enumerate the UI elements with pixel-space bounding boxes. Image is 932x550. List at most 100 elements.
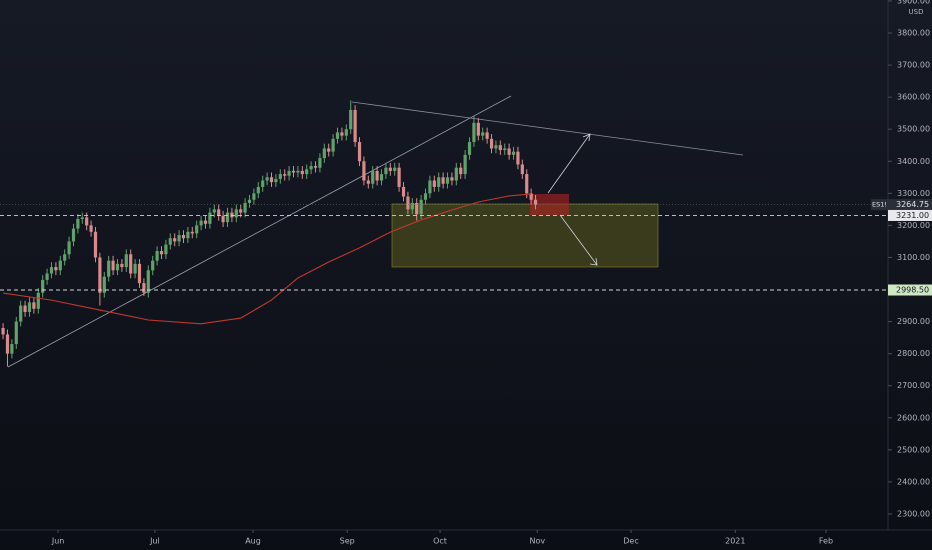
candle-body bbox=[309, 166, 313, 170]
x-tick-label: Dec bbox=[623, 537, 638, 546]
x-tick-label: Nov bbox=[529, 537, 545, 546]
candle-body bbox=[481, 132, 485, 136]
candle-body bbox=[142, 283, 146, 293]
candle-body bbox=[199, 220, 203, 226]
candle-body bbox=[494, 145, 498, 149]
candle-body bbox=[63, 254, 67, 261]
candle-body bbox=[181, 235, 186, 239]
x-tick-label: 2021 bbox=[725, 537, 745, 546]
candle-body bbox=[485, 132, 489, 139]
candle-body bbox=[137, 263, 142, 284]
candle-body bbox=[58, 260, 62, 271]
candle-body bbox=[27, 302, 32, 312]
candle-body bbox=[353, 109, 357, 143]
candle-body bbox=[115, 263, 120, 271]
candle-body bbox=[19, 305, 23, 322]
candle-body bbox=[36, 292, 40, 309]
target-zone bbox=[391, 203, 659, 268]
candle-body bbox=[89, 225, 93, 232]
price-line-box bbox=[888, 209, 932, 221]
candle-body bbox=[441, 177, 445, 184]
candle-body bbox=[454, 167, 458, 181]
candle-body bbox=[107, 260, 111, 277]
candle-body bbox=[362, 161, 366, 181]
candle-body bbox=[384, 167, 388, 175]
candle-body bbox=[445, 177, 450, 184]
candle-body bbox=[102, 276, 106, 293]
y-tick-label: 3400.00 bbox=[897, 157, 930, 166]
candle-body bbox=[124, 254, 128, 268]
candle-body bbox=[5, 334, 10, 354]
candle-body bbox=[335, 132, 340, 139]
y-tick-label: 2400.00 bbox=[897, 477, 930, 486]
candle-body bbox=[437, 177, 441, 187]
candle-body bbox=[287, 170, 291, 176]
candle-body bbox=[313, 166, 318, 168]
candle-body bbox=[397, 167, 401, 187]
candle-body bbox=[195, 225, 199, 234]
last-price-box bbox=[888, 199, 932, 211]
candle-body bbox=[296, 170, 300, 173]
arrow-up bbox=[547, 133, 591, 194]
candle-body bbox=[14, 321, 18, 345]
moving-average bbox=[3, 193, 532, 325]
candle-body bbox=[533, 199, 538, 205]
candle-body bbox=[164, 244, 168, 255]
candle-body bbox=[300, 170, 304, 175]
candle-body bbox=[410, 202, 414, 210]
candle-body bbox=[388, 167, 392, 171]
candle-body bbox=[243, 202, 247, 213]
candle-body bbox=[252, 193, 256, 200]
y-tick-label: 3600.00 bbox=[897, 93, 930, 102]
candle-body bbox=[85, 217, 89, 226]
candle-body bbox=[225, 212, 230, 223]
candle-body bbox=[32, 302, 36, 309]
candle-body bbox=[67, 241, 71, 255]
candle-body bbox=[305, 169, 309, 175]
candle-body bbox=[129, 254, 133, 274]
candles bbox=[1, 100, 538, 367]
candle-body bbox=[503, 148, 507, 151]
candle-body bbox=[71, 228, 76, 242]
x-tick-label: Jul bbox=[149, 537, 160, 546]
candle-body bbox=[322, 148, 326, 159]
candle-body bbox=[467, 142, 472, 155]
candle-body bbox=[406, 196, 410, 210]
currency-label: USD bbox=[909, 8, 924, 16]
candle-body bbox=[168, 238, 172, 245]
candle-body bbox=[151, 260, 155, 271]
candle-body bbox=[274, 178, 278, 183]
candle-body bbox=[331, 138, 335, 152]
y-tick-label: 3700.00 bbox=[897, 61, 930, 70]
candle-body bbox=[45, 273, 49, 280]
arrow-head bbox=[589, 257, 598, 266]
y-tick-label: 3800.00 bbox=[897, 29, 930, 38]
y-tick-label: 2300.00 bbox=[897, 509, 930, 518]
candle-body bbox=[507, 148, 511, 155]
price-line-label: 3231.00 bbox=[896, 211, 929, 220]
y-tick-label: 2500.00 bbox=[897, 445, 930, 454]
candle-body bbox=[415, 202, 419, 215]
trend-line bbox=[351, 101, 744, 156]
arrow-down bbox=[559, 214, 598, 266]
candle-body bbox=[340, 132, 344, 136]
candle-body bbox=[318, 158, 322, 168]
candle-body bbox=[230, 212, 234, 218]
y-tick-label: 3100.00 bbox=[897, 253, 930, 262]
candle-body bbox=[489, 138, 494, 149]
candle-body bbox=[155, 251, 159, 261]
x-tick-label: Sep bbox=[340, 537, 355, 546]
candle-body bbox=[401, 186, 406, 197]
candle-body bbox=[327, 148, 331, 152]
candle-body bbox=[10, 344, 14, 354]
candle-body bbox=[54, 267, 58, 271]
x-tick-label: Jun bbox=[51, 537, 65, 546]
y-tick-label: 2900.00 bbox=[897, 317, 930, 326]
candle-body bbox=[111, 260, 115, 271]
candle-body bbox=[291, 170, 296, 173]
symbol-box bbox=[871, 199, 888, 211]
candle-body bbox=[366, 180, 370, 184]
candle-body bbox=[265, 177, 269, 181]
